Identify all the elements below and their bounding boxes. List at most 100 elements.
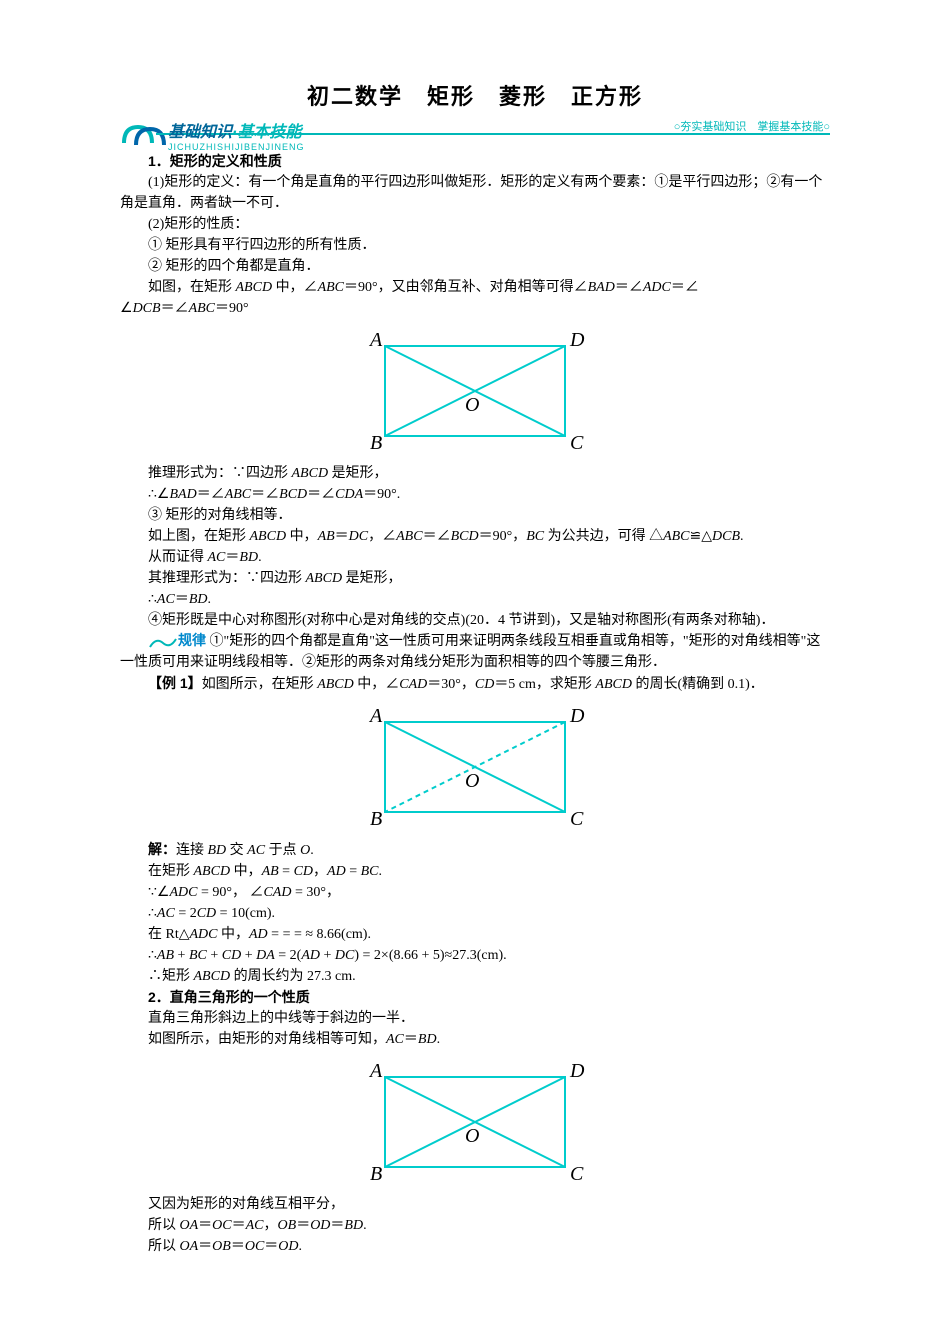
t: ∴: [148, 948, 157, 963]
t: ＝∠: [615, 280, 643, 295]
t: ＝30°，: [427, 677, 475, 692]
t: 中，: [286, 529, 318, 544]
svg-text:C: C: [570, 1163, 584, 1185]
v: ABC: [225, 487, 251, 502]
t: 连接: [176, 843, 208, 858]
v: AC: [386, 1032, 404, 1047]
page-title: 初二数学 矩形 菱形 正方形: [120, 80, 830, 113]
guilv-icon: [148, 635, 178, 649]
v: AB: [318, 529, 335, 544]
svg-text:D: D: [569, 1060, 585, 1082]
v: AC: [157, 592, 175, 607]
v: AB: [262, 864, 279, 879]
v: ABCD: [306, 571, 343, 586]
lbl-B: B: [370, 432, 382, 454]
t: ＝: [330, 1218, 344, 1233]
v: CAD: [263, 885, 291, 900]
svg-text:O: O: [465, 770, 479, 792]
t: 于点: [265, 843, 300, 858]
sol-s1: 解：连接 BD 交 AC 于点 O.: [120, 839, 830, 861]
sec1-p11: 其推理形式为：∵四边形 ABCD 是矩形，: [120, 568, 830, 589]
sec2-p1: 直角三角形斜边上的中线等于斜边的一半．: [120, 1008, 830, 1029]
t: ＝: [175, 592, 189, 607]
t: ，: [264, 1218, 278, 1233]
v: BC: [361, 864, 379, 879]
v: BCD: [451, 529, 479, 544]
sec1-p12: ∴AC＝BD.: [120, 589, 830, 610]
sec1-p4: ② 矩形的四个角都是直角．: [120, 256, 830, 277]
v: AC: [208, 550, 226, 565]
t: 如图所示，由矩形的对角线相等可知，: [148, 1032, 386, 1047]
t: 中，: [218, 927, 250, 942]
lbl-A: A: [368, 329, 383, 351]
t: =: [346, 864, 361, 879]
t: ＝90°.: [363, 487, 400, 502]
t: ＝∠: [671, 280, 699, 295]
t: 所以: [148, 1239, 180, 1254]
v: ABCD: [236, 280, 273, 295]
svg-text:B: B: [370, 808, 382, 830]
sec1-p5-cont: ∠DCB＝∠ABC＝90°: [120, 298, 830, 319]
v: BCD: [279, 487, 307, 502]
t: = 30°，: [291, 885, 340, 900]
example1: 【例 1】如图所示，在矩形 ABCD 中，∠CAD＝30°，CD＝5 cm，求矩…: [120, 673, 830, 695]
t: ＝: [231, 1239, 245, 1254]
jie-label: 解：: [148, 841, 176, 857]
sec2-p2: 如图所示，由矩形的对角线相等可知，AC＝BD.: [120, 1029, 830, 1050]
t: 是矩形，: [342, 571, 402, 586]
v: OC: [212, 1218, 231, 1233]
diagram-1: A D B C O: [335, 321, 615, 461]
v: ABCD: [194, 864, 231, 879]
v: BC: [189, 948, 207, 963]
t: ∴∠: [148, 487, 169, 502]
t: 如上图，在矩形: [148, 529, 250, 544]
v: DC: [335, 948, 354, 963]
svg-text:C: C: [570, 808, 584, 830]
v: CD: [475, 677, 494, 692]
guilv: 规律 ①"矩形的四个角都是直角"这一性质可用来证明两条线段互相垂直或角相等，"矩…: [120, 631, 830, 673]
v: AD: [327, 864, 346, 879]
t: 在矩形: [148, 864, 194, 879]
v: CD: [222, 948, 241, 963]
v: BD: [189, 592, 208, 607]
sec1-p10: 从而证得 AC＝BD.: [120, 547, 830, 568]
t: ＝5 cm，求矩形: [494, 677, 595, 692]
t: .: [310, 843, 314, 858]
v: AC: [157, 906, 175, 921]
v: OD: [310, 1218, 330, 1233]
t: .: [437, 1032, 441, 1047]
v: ADC: [643, 280, 671, 295]
t: ＝90°: [215, 301, 249, 316]
lbl-O: O: [465, 394, 479, 416]
v: AB: [157, 948, 174, 963]
v: CD: [294, 864, 313, 879]
sec1-p1: (1)矩形的定义：有一个角是直角的平行四边形叫做矩形．矩形的定义有两个要素：①是…: [120, 172, 830, 214]
v: O: [300, 843, 310, 858]
v: OB: [212, 1239, 231, 1254]
guilv-text: ①"矩形的四个角都是直角"这一性质可用来证明两条线段互相垂直或角相等，"矩形的对…: [120, 634, 820, 670]
t: +: [174, 948, 189, 963]
sec1-p5: 如图，在矩形 ABCD 中，∠ABC＝90°，又由邻角互补、对角相等可得∠BAD…: [120, 277, 830, 298]
svg-text:O: O: [465, 1125, 479, 1147]
v: AC: [246, 1218, 264, 1233]
t: +: [241, 948, 256, 963]
t: ＝: [296, 1218, 310, 1233]
v: BC: [526, 529, 544, 544]
sec2-p4: 所以 OA＝OC＝AC，OB＝OD＝BD.: [120, 1215, 830, 1236]
v: CDA: [335, 487, 363, 502]
t: ＝: [404, 1032, 418, 1047]
t: .: [299, 1239, 303, 1254]
t: ＝∠: [307, 487, 335, 502]
t: = 2: [175, 906, 197, 921]
v: ABC: [318, 280, 344, 295]
t: .: [207, 592, 211, 607]
v: ADC: [169, 885, 197, 900]
banner-pinyin: JICHUZHISHIJIBENJINENG: [168, 141, 305, 155]
guilv-label: 规律: [178, 634, 206, 649]
sec2-heading: 2．直角三角形的一个性质: [120, 987, 830, 1008]
t: ＝∠: [197, 487, 225, 502]
v: ABC: [189, 301, 215, 316]
t: 从而证得: [148, 550, 208, 565]
sol-s4: ∴AC = 2CD = 10(cm).: [120, 903, 830, 924]
sec1-p3: ① 矩形具有平行四边形的所有性质．: [120, 235, 830, 256]
